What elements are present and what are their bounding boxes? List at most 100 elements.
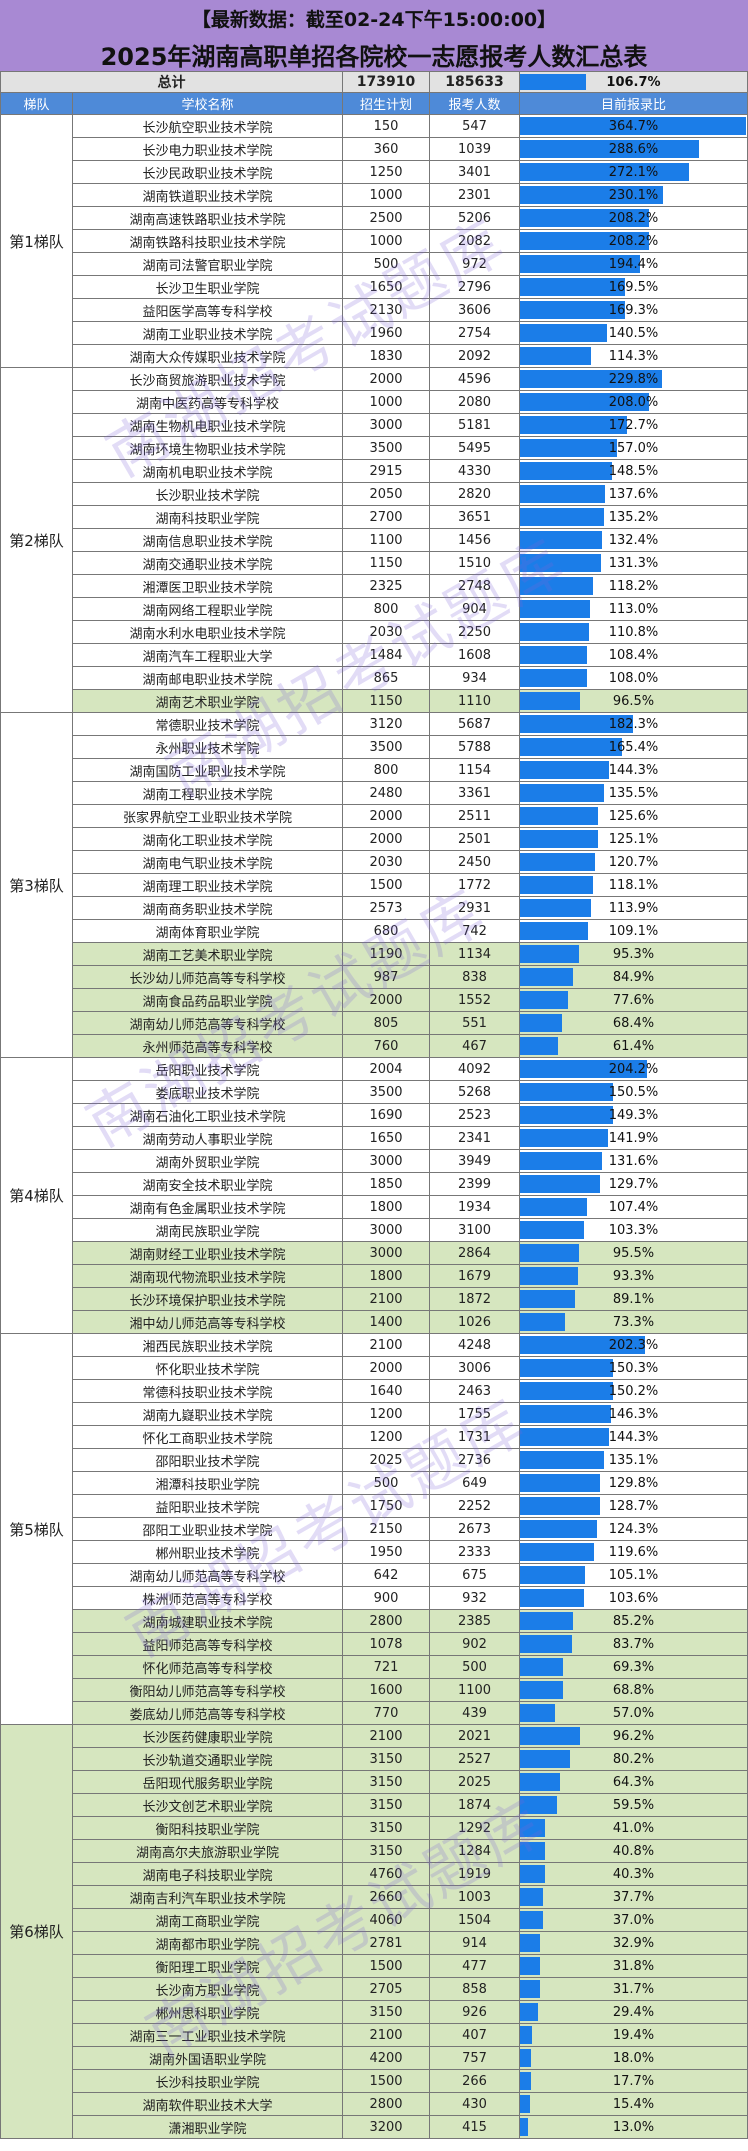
- ratio-cell: 148.5%: [519, 459, 748, 483]
- enrollment-plan: 2800: [342, 1609, 430, 1633]
- enrollment-plan: 1800: [342, 1195, 430, 1219]
- ratio-value: 131.6%: [608, 1153, 659, 1169]
- ratio-bar: [520, 968, 573, 986]
- enrollment-plan: 1150: [342, 689, 430, 713]
- ratio-cell: 229.8%: [519, 367, 748, 391]
- ratio-value: 108.4%: [608, 647, 659, 663]
- ratio-value: 169.3%: [608, 302, 659, 318]
- enrollment-plan: 1600: [342, 1678, 430, 1702]
- enrollment-plan: 1690: [342, 1103, 430, 1127]
- school-name: 长沙职业技术学院: [72, 482, 343, 506]
- ratio-bar: [520, 1405, 611, 1423]
- ratio-bar: [520, 1727, 580, 1745]
- applicant-count: 858: [429, 1977, 520, 2001]
- table-row: 湖南外国语职业学院 4200 757 18.0%: [1, 2046, 748, 2070]
- school-name: 益阳职业技术学院: [72, 1494, 343, 1518]
- ratio-bar: [520, 1957, 540, 1975]
- applicant-count: 2385: [429, 1609, 520, 1633]
- ratio-bar: [520, 1842, 546, 1860]
- ratio-cell: 135.1%: [519, 1448, 748, 1472]
- table-row: 湖南吉利汽车职业技术学院 2660 1003 37.7%: [1, 1885, 748, 1909]
- school-name: 湖南有色金属职业技术学院: [72, 1195, 343, 1219]
- ratio-bar: [520, 1336, 646, 1354]
- applicant-count: 902: [429, 1632, 520, 1656]
- ratio-cell: 110.8%: [519, 620, 748, 644]
- enrollment-plan: 642: [342, 1563, 430, 1587]
- enrollment-plan: 1200: [342, 1402, 430, 1426]
- table-row: 湘潭医卫职业技术学院 2325 2748 118.2%: [1, 574, 748, 598]
- enrollment-plan: 1960: [342, 321, 430, 345]
- applicant-count: 1504: [429, 1908, 520, 1932]
- table-row: 湖南现代物流职业技术学院 1800 1679 93.3%: [1, 1264, 748, 1288]
- ratio-cell: 149.3%: [519, 1103, 748, 1127]
- ratio-bar: [520, 830, 598, 848]
- applicant-count: 1039: [429, 137, 520, 161]
- applicant-count: 2301: [429, 183, 520, 207]
- table-row: 张家界航空工业职业技术学院 2000 2511 125.6%: [1, 804, 748, 828]
- school-name: 湖南高速铁路职业技术学院: [72, 206, 343, 230]
- applicant-count: 2511: [429, 804, 520, 828]
- table-row: 岳阳现代服务职业学院 3150 2025 64.3%: [1, 1770, 748, 1794]
- ratio-cell: 69.3%: [519, 1655, 748, 1679]
- table-row: 湖南汽车工程职业大学 1484 1608 108.4%: [1, 643, 748, 667]
- ratio-value: 169.5%: [608, 279, 659, 295]
- applicant-count: 2523: [429, 1103, 520, 1127]
- applicant-count: 5181: [429, 413, 520, 437]
- ratio-cell: 18.0%: [519, 2046, 748, 2070]
- table-row: 衡阳科技职业学院 3150 1292 41.0%: [1, 1816, 748, 1840]
- applicant-count: 407: [429, 2023, 520, 2047]
- ratio-cell: 144.3%: [519, 758, 748, 782]
- applicant-count: 2527: [429, 1747, 520, 1771]
- ratio-cell: 135.2%: [519, 505, 748, 529]
- ratio-bar: [520, 163, 689, 181]
- ratio-cell: 96.5%: [519, 689, 748, 713]
- table-row: 湖南中医药高等专科学校 1000 2080 208.0%: [1, 390, 748, 414]
- enrollment-plan: 2573: [342, 896, 430, 920]
- table-row: 湖南财经工业职业技术学院 3000 2864 95.5%: [1, 1241, 748, 1265]
- enrollment-plan: 1000: [342, 183, 430, 207]
- ratio-bar: [520, 623, 589, 641]
- ratio-value: 40.3%: [612, 1866, 655, 1882]
- ratio-bar: [520, 1221, 584, 1239]
- ratio-value: 96.2%: [612, 1728, 655, 1744]
- ratio-cell: 85.2%: [519, 1609, 748, 1633]
- ratio-value: 13.0%: [612, 2119, 655, 2135]
- ratio-bar: [520, 922, 588, 940]
- ratio-value: 40.8%: [612, 1843, 655, 1859]
- school-name: 永州职业技术学院: [72, 735, 343, 759]
- applicant-count: 1134: [429, 942, 520, 966]
- ratio-cell: 68.4%: [519, 1011, 748, 1035]
- ratio-cell: 125.6%: [519, 804, 748, 828]
- ratio-value: 31.7%: [612, 1981, 655, 1997]
- ratio-bar: [520, 1658, 563, 1676]
- enrollment-plan: 3500: [342, 436, 430, 460]
- enrollment-plan: 3150: [342, 1747, 430, 1771]
- ratio-bar: [520, 462, 613, 480]
- school-name: 长沙电力职业技术学院: [72, 137, 343, 161]
- table-row: 湖南生物机电职业技术学院 3000 5181 172.7%: [1, 413, 748, 437]
- ratio-bar: [520, 1244, 580, 1262]
- ratio-cell: 118.2%: [519, 574, 748, 598]
- ratio-bar: [520, 186, 663, 204]
- ratio-value: 140.5%: [608, 325, 659, 341]
- total-plan: 173910: [342, 71, 430, 93]
- school-name: 湖南铁路科技职业技术学院: [72, 229, 343, 253]
- table-row: 湖南科技职业学院 2700 3651 135.2%: [1, 505, 748, 529]
- ratio-value: 85.2%: [612, 1613, 655, 1629]
- school-name: 湖南生物机电职业技术学院: [72, 413, 343, 437]
- ratio-cell: 131.3%: [519, 551, 748, 575]
- applicant-count: 551: [429, 1011, 520, 1035]
- school-name: 湖南理工职业技术学院: [72, 873, 343, 897]
- enrollment-plan: 800: [342, 758, 430, 782]
- ratio-cell: 107.4%: [519, 1195, 748, 1219]
- ratio-value: 165.4%: [608, 739, 659, 755]
- school-name: 湖南幼儿师范高等专科学校: [72, 1563, 343, 1587]
- ratio-value: 77.6%: [612, 992, 655, 1008]
- applicant-count: 742: [429, 919, 520, 943]
- applicant-count: 5495: [429, 436, 520, 460]
- ratio-cell: 95.5%: [519, 1241, 748, 1265]
- table-row: 长沙科技职业学院 1500 266 17.7%: [1, 2069, 748, 2093]
- ratio-value: 68.8%: [612, 1682, 655, 1698]
- school-name: 湖南司法警官职业学院: [72, 252, 343, 276]
- enrollment-plan: 2030: [342, 620, 430, 644]
